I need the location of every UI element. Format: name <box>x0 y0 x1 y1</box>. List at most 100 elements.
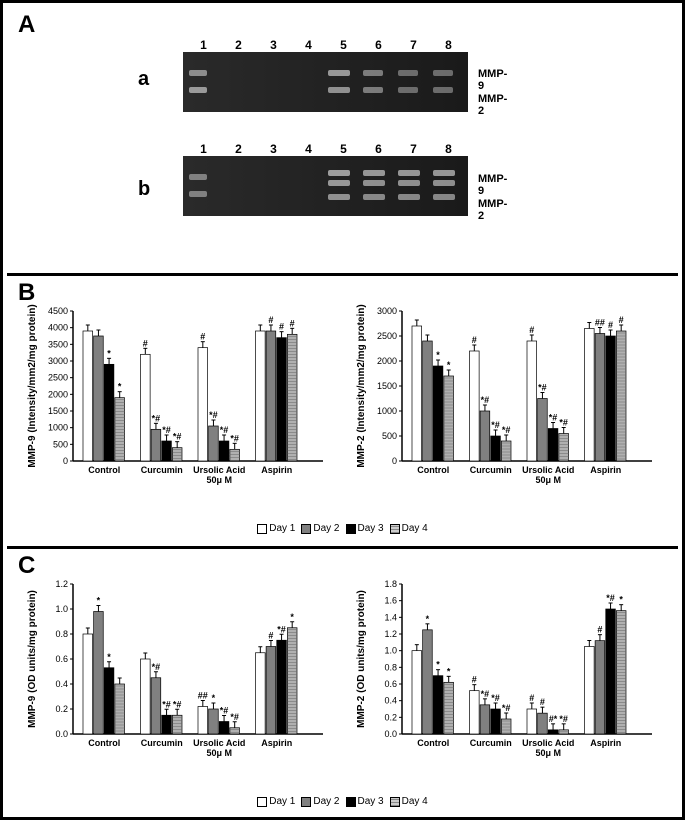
svg-text:*#: *# <box>151 413 160 423</box>
svg-text:50μ M: 50μ M <box>206 475 232 485</box>
svg-text:*: * <box>107 652 111 662</box>
svg-text:Control: Control <box>88 465 120 475</box>
chart-b-mmp9: MMP-9 (Intensity/mm2/mg protein)05001000… <box>23 301 333 516</box>
legend-item: Day 3 <box>346 523 384 534</box>
svg-text:Aspirin: Aspirin <box>261 465 292 475</box>
svg-text:*#: *# <box>538 383 547 393</box>
chart-c-mmp9: MMP-9 (OD units/mg protein)0.00.20.40.60… <box>23 574 333 789</box>
svg-text:*: * <box>96 596 100 606</box>
legend-label: Day 3 <box>358 523 384 534</box>
svg-text:Control: Control <box>418 738 450 748</box>
svg-text:1.2: 1.2 <box>385 629 398 639</box>
legend-label: Day 3 <box>358 796 384 807</box>
svg-text:#: # <box>143 338 148 348</box>
svg-text:*#: *# <box>230 712 239 722</box>
svg-text:*: * <box>620 595 624 605</box>
svg-text:*: * <box>290 612 294 622</box>
svg-text:MMP-2 (Intensity/mm2/mg protei: MMP-2 (Intensity/mm2/mg protein) <box>356 304 367 467</box>
svg-text:#: # <box>608 320 613 330</box>
legend-item: Day 4 <box>390 523 428 534</box>
svg-text:MMP-9 (OD units/mg protein): MMP-9 (OD units/mg protein) <box>27 590 38 728</box>
lane-numbers-b: 12345678 <box>186 142 468 156</box>
lane-number: 6 <box>361 38 396 52</box>
legend-item: Day 4 <box>390 796 428 807</box>
svg-text:#: # <box>619 315 624 325</box>
panel-b: B MMP-9 (Intensity/mm2/mg protein)050010… <box>3 276 682 546</box>
legend-swatch <box>301 797 311 807</box>
lane-number: 8 <box>431 38 466 52</box>
legend-b: Day 1Day 2Day 3Day 4 <box>3 523 682 534</box>
svg-text:0: 0 <box>392 456 397 466</box>
lane-number: 6 <box>361 142 396 156</box>
svg-text:Control: Control <box>418 465 450 475</box>
svg-text:1.2: 1.2 <box>55 579 68 589</box>
svg-text:3000: 3000 <box>377 306 397 316</box>
gel-container: 12345678 MMP-9 MMP-2 12345678 <box>183 38 468 216</box>
svg-text:*#: *# <box>162 699 171 709</box>
legend-label: Day 1 <box>269 796 295 807</box>
panel-c: C MMP-9 (OD units/mg protein)0.00.20.40.… <box>3 549 682 819</box>
legend-item: Day 1 <box>257 796 295 807</box>
svg-text:*#: *# <box>220 425 229 435</box>
svg-text:##: ## <box>198 691 208 701</box>
lane-number: 1 <box>186 38 221 52</box>
svg-text:Aspirin: Aspirin <box>590 465 621 475</box>
lane-number: 1 <box>186 142 221 156</box>
svg-text:*#: *# <box>173 699 182 709</box>
svg-text:#: # <box>540 697 545 707</box>
svg-text:1.0: 1.0 <box>55 604 68 614</box>
svg-text:0.8: 0.8 <box>385 662 398 672</box>
figure-frame: A a b 12345678 MMP-9 MMP-2 12345678 <box>0 0 685 820</box>
svg-text:*#: *# <box>492 693 501 703</box>
legend-item: Day 2 <box>301 796 339 807</box>
svg-text:1500: 1500 <box>377 381 397 391</box>
svg-text:3000: 3000 <box>48 356 68 366</box>
mmp2-label-b: MMP-2 <box>478 198 507 222</box>
legend-swatch <box>257 797 267 807</box>
chart-c-mmp2: MMP-2 (OD units/mg protein)0.00.20.40.60… <box>352 574 662 789</box>
mmp9-label-b: MMP-9 <box>478 173 507 197</box>
svg-text:*: * <box>211 693 215 703</box>
svg-text:50μ M: 50μ M <box>536 475 562 485</box>
lane-number: 3 <box>256 38 291 52</box>
svg-text:*: * <box>447 666 451 676</box>
legend-label: Day 4 <box>402 523 428 534</box>
svg-text:#: # <box>472 675 477 685</box>
legend-swatch <box>257 524 267 534</box>
lane-number: 2 <box>221 38 256 52</box>
svg-text:#: # <box>279 322 284 332</box>
lane-number: 7 <box>396 142 431 156</box>
svg-text:#: # <box>268 631 273 641</box>
svg-text:2500: 2500 <box>377 331 397 341</box>
svg-text:Ursolic Acid: Ursolic Acid <box>522 738 574 748</box>
legend-swatch <box>390 524 400 534</box>
lane-number: 5 <box>326 38 361 52</box>
lane-number: 2 <box>221 142 256 156</box>
svg-text:*#: *# <box>277 624 286 634</box>
svg-text:1.0: 1.0 <box>385 646 398 656</box>
svg-text:#: # <box>530 325 535 335</box>
legend-swatch <box>390 797 400 807</box>
svg-text:#*: #* <box>549 714 558 724</box>
svg-text:0.0: 0.0 <box>55 729 68 739</box>
legend-item: Day 3 <box>346 796 384 807</box>
legend-swatch <box>346 524 356 534</box>
svg-text:*#: *# <box>230 433 239 443</box>
svg-text:##: ## <box>595 318 605 328</box>
svg-text:1000: 1000 <box>377 406 397 416</box>
svg-text:0.2: 0.2 <box>55 704 68 714</box>
legend-item: Day 2 <box>301 523 339 534</box>
svg-text:1.8: 1.8 <box>385 579 398 589</box>
svg-text:#: # <box>200 332 205 342</box>
svg-text:*#: *# <box>173 432 182 442</box>
svg-text:*: * <box>118 382 122 392</box>
svg-text:*: * <box>437 350 441 360</box>
svg-text:Aspirin: Aspirin <box>590 738 621 748</box>
lane-number: 7 <box>396 38 431 52</box>
svg-text:*#: *# <box>607 593 616 603</box>
legend-label: Day 2 <box>313 796 339 807</box>
svg-text:0.8: 0.8 <box>55 629 68 639</box>
svg-text:*#: *# <box>209 410 218 420</box>
svg-text:*#: *# <box>492 420 501 430</box>
svg-text:Curcumin: Curcumin <box>470 465 512 475</box>
